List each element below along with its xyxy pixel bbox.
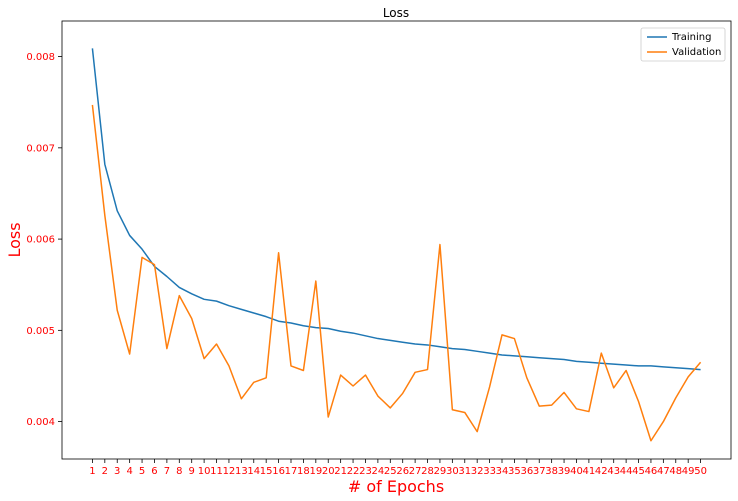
x-tick-label: 10 [198,466,211,477]
x-tick-label: 35 [508,466,521,477]
x-tick-label: 5 [139,466,145,477]
x-tick-label: 14 [247,466,260,477]
x-tick-label: 16 [272,466,285,477]
y-tick-label: 0.008 [26,52,55,63]
x-tick-label: 15 [260,466,273,477]
y-tick-label: 0.007 [26,143,55,154]
y-axis-label: Loss [5,222,24,257]
x-tick-label: 9 [189,466,195,477]
x-tick-label: 6 [151,466,157,477]
x-tick-label: 50 [694,466,707,477]
series-line-validation [91,104,702,442]
y-tick-label: 0.004 [26,417,55,428]
x-tick-label: 44 [620,466,633,477]
x-tick-label: 2 [102,466,108,477]
x-tick-label: 48 [669,466,682,477]
x-tick-label: 40 [570,466,583,477]
legend-label-validation: Validation [672,47,721,58]
x-tick-label: 21 [334,466,347,477]
series-layer [91,48,702,442]
plot-area [61,20,732,460]
x-tick-label: 29 [434,466,447,477]
legend-label-training: Training [671,32,711,43]
x-tick-label: 12 [223,466,236,477]
x-axis-label: # of Epochs [348,477,444,496]
x-tick-label: 13 [235,466,248,477]
x-tick-label: 20 [322,466,335,477]
x-tick-label: 11 [210,466,223,477]
x-tick-label: 41 [583,466,596,477]
legend: Training Validation [640,27,726,62]
x-tick-label: 49 [682,466,695,477]
x-tick-label: 23 [359,466,372,477]
x-tick-label: 8 [176,466,182,477]
x-tick-label: 34 [496,466,509,477]
x-tick-label: 19 [309,466,322,477]
x-tick-label: 46 [645,466,658,477]
x-tick-label: 39 [558,466,571,477]
x-tick-label: 22 [347,466,360,477]
x-tick-label: 27 [409,466,422,477]
x-tick-label: 43 [607,466,620,477]
chart-title: Loss [383,6,409,20]
y-tick-label: 0.006 [26,235,55,246]
x-tick-label: 24 [372,466,385,477]
x-tick-label: 26 [396,466,409,477]
x-tick-label: 7 [164,466,170,477]
x-tick-label: 47 [657,466,670,477]
x-tick-label: 4 [126,466,132,477]
x-tick-label: 31 [458,466,471,477]
x-tick-label: 37 [533,466,546,477]
x-tick-label: 18 [297,466,310,477]
x-tick-label: 45 [632,466,645,477]
x-tick-label: 33 [483,466,496,477]
x-tick-label: 36 [520,466,533,477]
x-tick-label: 28 [421,466,434,477]
x-tick-label: 38 [545,466,558,477]
x-tick-label: 42 [595,466,608,477]
x-tick-label: 32 [471,466,484,477]
x-tick-label: 1 [89,466,95,477]
x-tick-label: 25 [384,466,397,477]
x-axis: 1 2 3 4 5 6 7 8 9 10 11 12 13 14 15 16 17 18 19 20 21 22 23 24 2… [89,459,707,477]
y-axis: 0.004 0.005 0.006 0.007 0.008 [26,52,62,428]
y-tick-label: 0.005 [26,326,55,337]
x-tick-label: 30 [446,466,459,477]
x-tick-label: 17 [285,466,298,477]
x-tick-label: 3 [114,466,120,477]
